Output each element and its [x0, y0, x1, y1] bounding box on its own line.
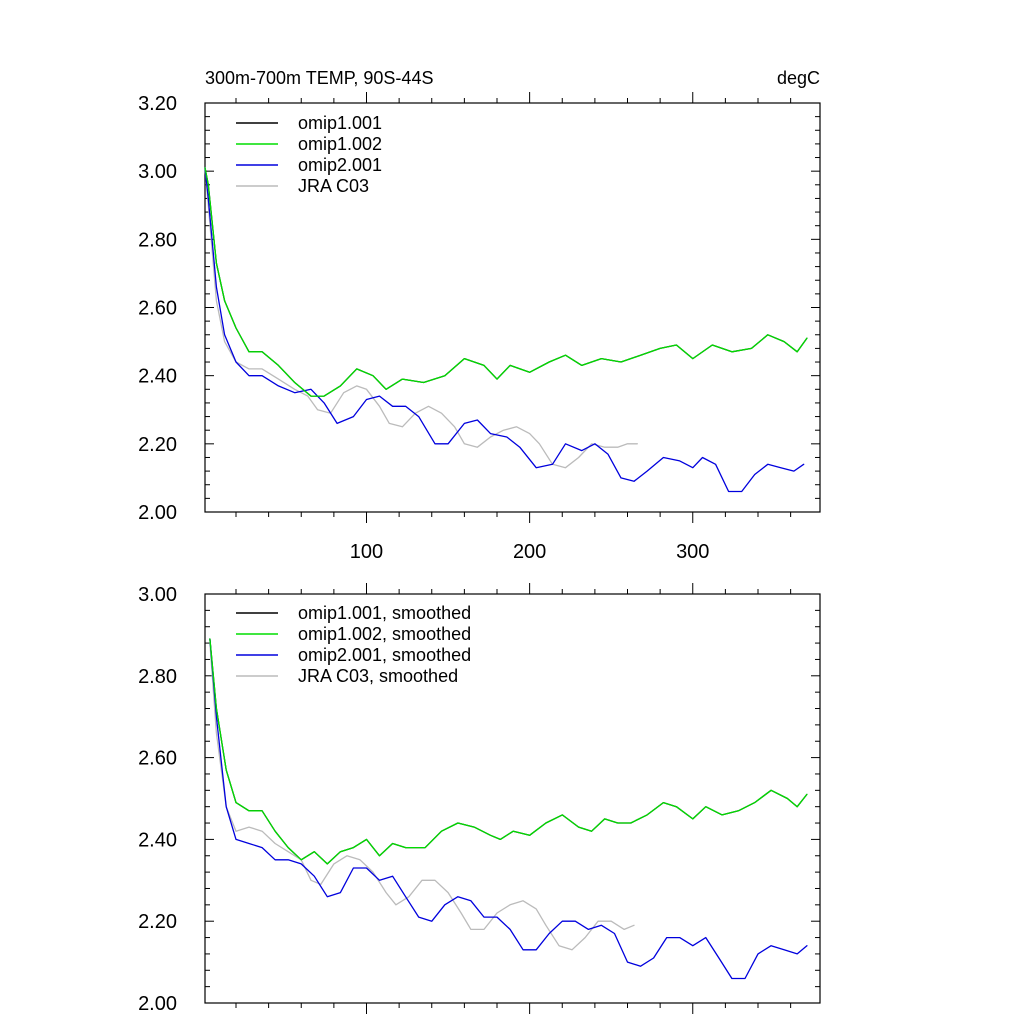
bottom-panel: 2.00 2.20 2.40 2.60 2.80 3.00 omip1.001, smoo…	[138, 583, 821, 1015]
bottom-y-axis: 2.00 2.20 2.40 2.60 2.80 3.00	[138, 584, 177, 1015]
series-line-omip1-001	[204, 167, 808, 397]
y-tick-label: 2.60	[138, 298, 177, 320]
top-x-axis: 100 200 300	[350, 541, 710, 563]
y-tick-label: 2.40	[138, 829, 177, 851]
top-panel-units: degC	[777, 68, 820, 88]
series-line-jra-c03-smoothed	[209, 642, 635, 951]
top-y-axis: 2.00 2.20 2.40 2.60 2.80 3.00 3.20	[138, 93, 177, 524]
top-panel-title: 300m-700m TEMP, 90S-44S	[205, 68, 433, 88]
legend-label: omip1.001, smoothed	[298, 603, 471, 623]
y-tick-label: 2.80	[138, 229, 177, 251]
y-tick-label: 3.00	[138, 584, 177, 606]
series-line-jra-c03	[204, 167, 638, 469]
x-tick-label: 300	[676, 541, 709, 563]
legend-label: omip2.001, smoothed	[298, 645, 471, 665]
y-tick-label: 2.20	[138, 911, 177, 933]
bottom-plot-frame	[204, 593, 821, 1004]
x-tick-label: 200	[513, 541, 546, 563]
legend-label: omip2.001	[298, 155, 382, 175]
series-line-omip2-001	[204, 167, 805, 493]
y-tick-label: 3.00	[138, 161, 177, 183]
bottom-ticks	[205, 583, 820, 1014]
y-tick-label: 2.40	[138, 366, 177, 388]
y-tick-label: 3.20	[138, 93, 177, 115]
top-ticks	[205, 92, 820, 523]
y-tick-label: 2.80	[138, 666, 177, 688]
x-tick-label: 100	[350, 541, 383, 563]
y-tick-label: 2.60	[138, 748, 177, 770]
series-line-omip1-002-smoothed	[209, 638, 808, 865]
top-series	[204, 167, 808, 493]
legend-label: JRA C03	[298, 176, 369, 196]
bottom-series	[209, 638, 808, 980]
legend-label: JRA C03, smoothed	[298, 666, 458, 686]
legend-label: omip1.002, smoothed	[298, 624, 471, 644]
legend-label: omip1.002	[298, 134, 382, 154]
y-tick-label: 2.00	[138, 502, 177, 524]
top-panel: 300m-700m TEMP, 90S-44S degC 2.00 2.20 2.4…	[138, 68, 821, 563]
y-tick-label: 2.00	[138, 993, 177, 1015]
series-line-omip1-002	[204, 167, 808, 397]
y-tick-label: 2.20	[138, 434, 177, 456]
legend-label: omip1.001	[298, 113, 382, 133]
series-line-omip2-001-smoothed	[209, 638, 808, 980]
